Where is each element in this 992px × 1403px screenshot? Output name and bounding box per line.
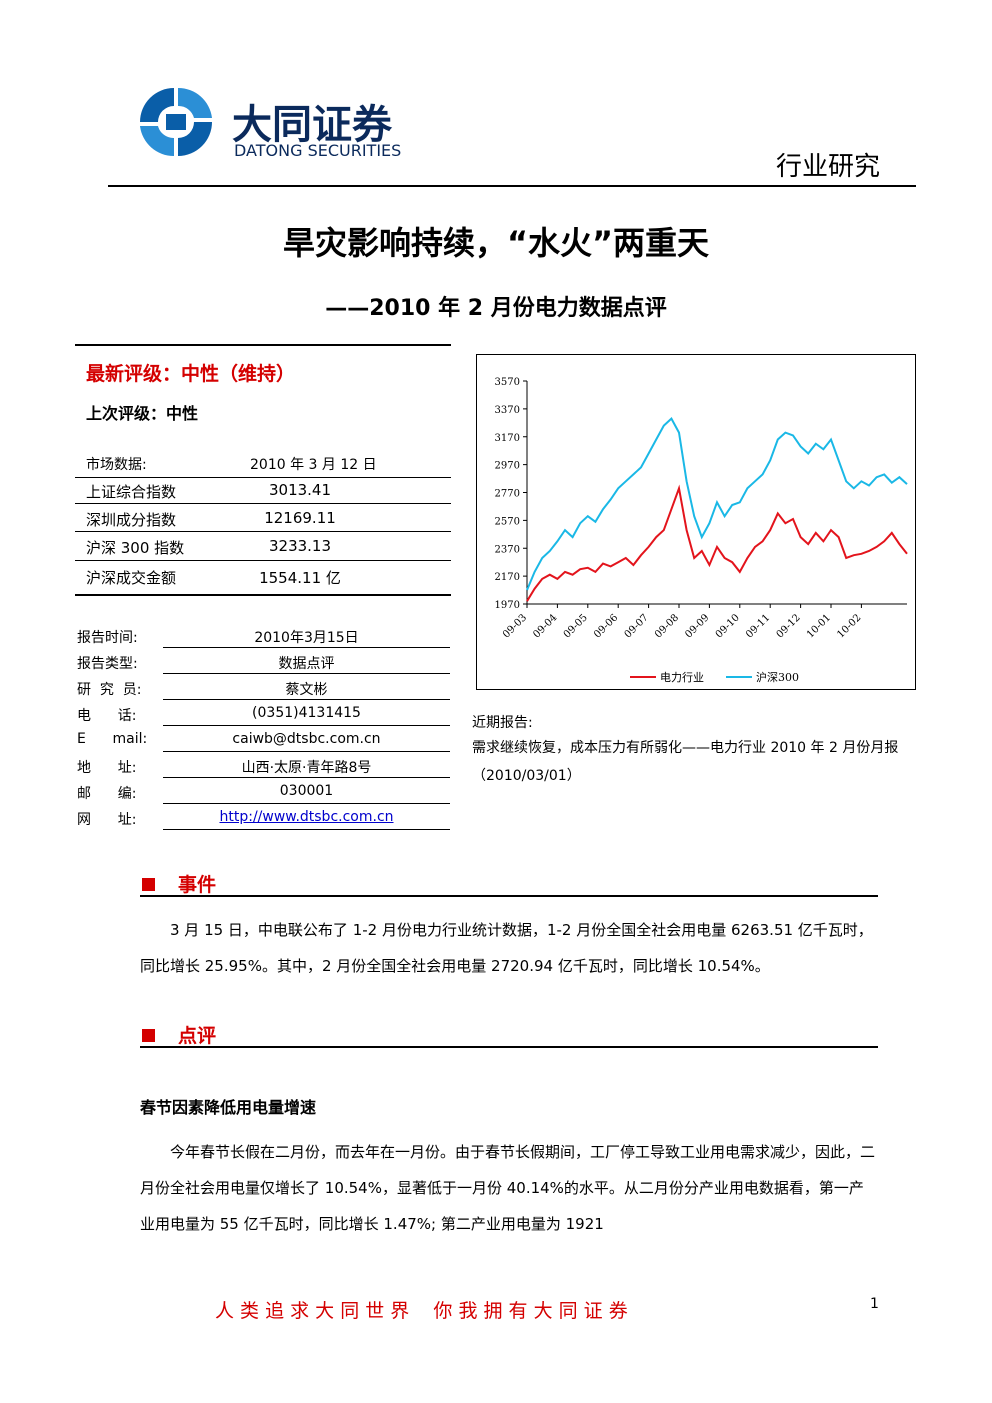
info-label: 报告时间:	[77, 630, 138, 646]
chart-frame	[476, 354, 916, 690]
chart: 1970 2170 2370 2570 2770 2970 3170 3370 3570 09-0…	[495, 377, 908, 684]
market-value: 3233.13	[268, 537, 332, 555]
x-tick-label: 10-02	[835, 612, 863, 640]
x-tick-label: 09-11	[744, 612, 772, 640]
market-value: 1554.11 亿	[259, 569, 341, 587]
rule	[75, 560, 451, 561]
x-tick-label: 09-08	[653, 612, 681, 640]
event-text: 3 月 15 日，中电联公布了 1-2 月份电力行业统计数据，1-2 月份全国全…	[140, 921, 873, 975]
rule	[75, 503, 451, 504]
rule	[75, 477, 451, 478]
rule	[108, 185, 916, 187]
rule	[75, 344, 451, 346]
y-tick-label: 2170	[495, 572, 520, 583]
legend-label: 沪深300	[756, 670, 799, 684]
review-subheading: 春节因素降低用电量增速	[140, 1098, 317, 1117]
x-tick-label: 10-01	[805, 612, 833, 640]
section: 行业研究	[776, 152, 881, 182]
info-label: 研 究 员:	[77, 682, 142, 698]
x-tick-label: 09-07	[623, 612, 651, 640]
y-tick-label: 3170	[495, 433, 520, 444]
market-name: 沪深成交金额	[86, 569, 177, 587]
x-tick-label: 09-10	[714, 612, 742, 640]
slogan: 人 类 追 求 大 同 世 界 你 我 拥 有 大 同 证 券	[215, 1300, 628, 1322]
x-tick-label: 09-06	[592, 612, 620, 640]
x-tick-label: 09-04	[531, 612, 559, 640]
info-label: E mail:	[77, 731, 148, 747]
info-value: http://www.dtsbc.com.cn	[219, 809, 394, 825]
logo-en: DATONG SECURITIES	[234, 141, 402, 160]
info-value: caiwb@dtsbc.com.cn	[232, 731, 381, 747]
x-tick-label: 09-09	[683, 612, 711, 640]
market-date: 2010 年 3 月 12 日	[250, 457, 377, 473]
info-value: 030001	[279, 783, 334, 799]
recent-heading: 近期报告:	[472, 715, 533, 731]
info-value: 蔡文彬	[285, 682, 328, 698]
y-tick-label: 3370	[495, 405, 520, 416]
y-tick-label: 2370	[495, 544, 520, 555]
rule	[140, 1046, 878, 1048]
rule	[163, 829, 450, 830]
market-name: 沪深 300 指数	[86, 539, 185, 557]
info-label: 地 址:	[77, 760, 137, 776]
logo-cn: 大同证券	[232, 102, 392, 148]
event-heading: 事件	[178, 874, 217, 896]
rule	[163, 725, 450, 726]
market-label: 市场数据:	[86, 457, 147, 473]
rule	[75, 531, 451, 532]
info-value: 山西·太原·青年路8号	[241, 760, 372, 776]
rule	[163, 751, 450, 752]
rule	[163, 777, 450, 778]
rating-previous: 上次评级：中性	[86, 404, 199, 423]
series-line	[526, 484, 908, 602]
rule	[163, 673, 450, 674]
rule	[163, 803, 450, 804]
market-value: 3013.41	[268, 481, 332, 499]
logo-mark	[140, 87, 212, 157]
rule	[163, 647, 450, 648]
review-heading: 点评	[178, 1025, 217, 1047]
info-value: 数据点评	[278, 656, 335, 672]
bullet	[142, 1029, 155, 1042]
rule	[75, 594, 451, 596]
series-line	[526, 416, 908, 591]
recent-text: 需求继续恢复，成本压力有所弱化——电力行业 2010 年 2 月份月报（2010…	[472, 740, 899, 784]
page-number: 1	[870, 1296, 879, 1312]
y-tick-label: 1970	[495, 600, 520, 611]
market-name: 上证综合指数	[86, 483, 177, 501]
y-tick-label: 2570	[495, 516, 520, 527]
info-label: 报告类型:	[77, 656, 138, 672]
x-tick-label: 09-03	[501, 612, 529, 640]
rule	[163, 699, 450, 700]
title: 旱灾影响持续，“水火”两重天	[282, 224, 710, 262]
rule	[140, 895, 878, 897]
x-tick-label: 09-12	[775, 612, 803, 640]
bullet	[142, 878, 155, 891]
info-label: 电 话:	[77, 708, 137, 724]
info-label: 网 址:	[77, 812, 137, 828]
subtitle: ——2010 年 2 月份电力数据点评	[325, 296, 667, 321]
info-value: (0351)4131415	[252, 705, 361, 721]
y-tick-label: 2970	[495, 461, 520, 472]
market-name: 深圳成分指数	[86, 511, 177, 529]
y-tick-label: 3570	[495, 377, 520, 388]
rating-latest: 最新评级：中性（维持）	[86, 363, 296, 385]
y-tick-label: 2770	[495, 489, 520, 500]
info-label: 邮 编:	[77, 786, 137, 802]
info-value: 2010年3月15日	[254, 630, 359, 646]
legend-label: 电力行业	[660, 671, 704, 684]
x-tick-label: 09-05	[562, 612, 590, 640]
market-value: 12169.11	[264, 509, 336, 527]
review-text: 今年春节长假在二月份，而去年在一月份。由于春节长假期间，工厂停工导致工业用电需求…	[140, 1143, 876, 1233]
